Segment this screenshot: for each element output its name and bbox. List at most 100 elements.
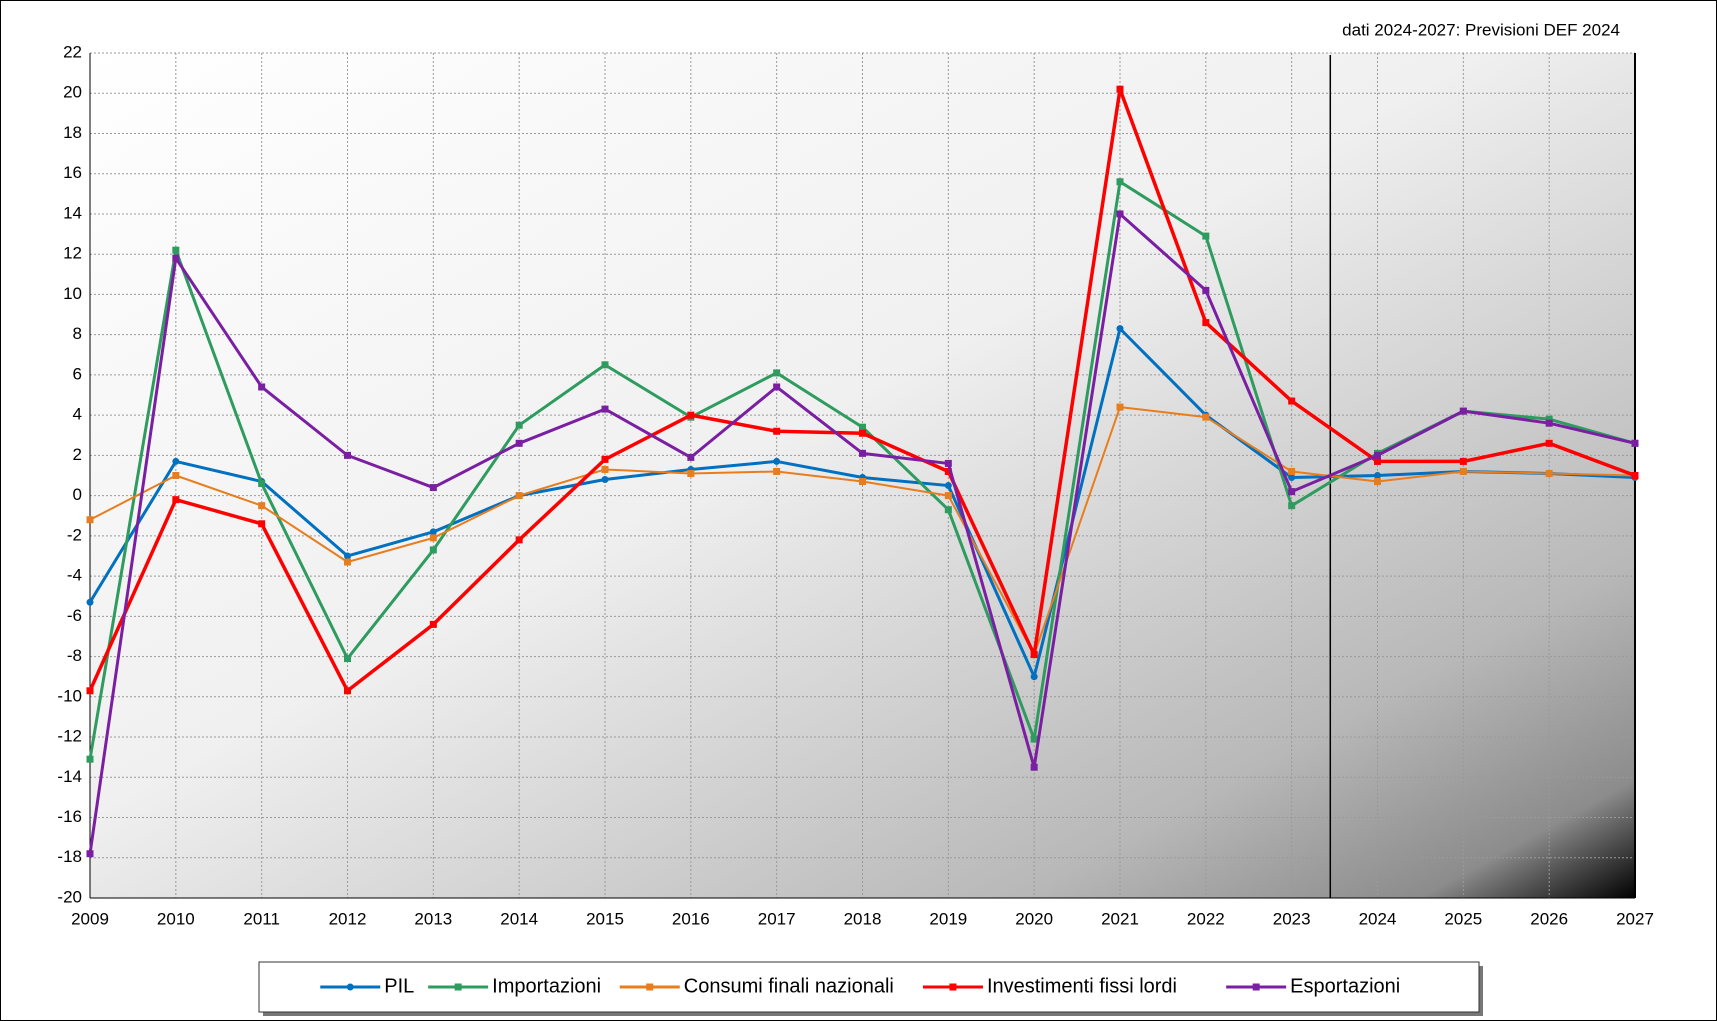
point: [515, 421, 523, 429]
point: [86, 755, 94, 763]
point: [344, 558, 351, 566]
point: [172, 246, 180, 254]
point: [944, 467, 952, 475]
point: [1030, 673, 1038, 681]
y-tick-label: -14: [57, 767, 82, 786]
point: [515, 492, 523, 500]
y-tick-label: 14: [63, 203, 82, 222]
point: [773, 457, 781, 465]
legend-label: Esportazioni: [1290, 975, 1400, 997]
point: [859, 423, 866, 431]
point: [344, 552, 351, 560]
y-tick-label: -20: [57, 887, 82, 906]
point: [172, 254, 180, 262]
point: [601, 455, 609, 463]
point: [515, 439, 523, 447]
point: [1374, 457, 1381, 465]
point: [1631, 439, 1639, 447]
point: [687, 469, 695, 477]
x-tick-label: 2022: [1187, 909, 1225, 928]
y-tick-label: 16: [63, 163, 82, 182]
y-tick-label: -6: [67, 606, 82, 625]
x-tick-label: 2018: [844, 909, 882, 928]
point: [1288, 474, 1296, 482]
x-tick-label: 2026: [1530, 909, 1568, 928]
y-tick-label: -18: [57, 847, 82, 866]
point: [1202, 286, 1210, 294]
y-tick-label: -4: [67, 566, 82, 585]
x-tick-label: 2024: [1359, 909, 1397, 928]
point: [1288, 467, 1296, 475]
point: [86, 598, 94, 606]
point: [1116, 210, 1124, 218]
y-tick-label: -16: [57, 807, 82, 826]
y-tick-label: 0: [73, 485, 82, 504]
point: [1545, 469, 1553, 477]
point: [172, 472, 180, 479]
legend-marker: [1252, 983, 1260, 991]
point: [1116, 178, 1124, 186]
point: [1288, 397, 1296, 405]
point: [258, 520, 266, 528]
point: [1374, 451, 1381, 459]
point: [1459, 467, 1467, 475]
annotation: dati 2024-2027: Previsioni DEF 2024: [1342, 20, 1620, 39]
point: [344, 655, 351, 663]
legend-label: Consumi finali nazionali: [684, 975, 894, 997]
point: [86, 687, 94, 695]
point: [601, 405, 609, 413]
point: [429, 528, 437, 536]
point: [258, 383, 266, 391]
point: [1545, 419, 1553, 427]
point: [1631, 472, 1639, 479]
point: [344, 687, 351, 695]
point: [944, 482, 952, 490]
legend-label: Importazioni: [492, 975, 601, 997]
x-tick-label: 2021: [1101, 909, 1139, 928]
point: [1030, 735, 1038, 743]
point: [859, 449, 866, 457]
point: [1116, 85, 1124, 93]
point: [172, 457, 180, 465]
point: [1545, 415, 1553, 423]
point: [429, 620, 437, 628]
point: [859, 478, 866, 486]
point: [944, 459, 952, 467]
y-tick-label: 2: [73, 445, 82, 464]
x-tick-label: 2027: [1616, 909, 1654, 928]
point: [515, 536, 523, 544]
point: [1288, 488, 1296, 496]
legend-label: Investimenti fissi lordi: [987, 975, 1177, 997]
x-tick-label: 2015: [586, 909, 624, 928]
point: [687, 411, 695, 419]
point: [944, 492, 952, 500]
x-tick-label: 2014: [500, 909, 538, 928]
legend-marker: [454, 983, 462, 991]
legend-marker: [346, 983, 354, 991]
y-tick-label: -12: [57, 727, 82, 746]
point: [859, 429, 866, 437]
y-tick-label: 10: [63, 284, 82, 303]
point: [429, 546, 437, 554]
point: [687, 453, 695, 461]
y-tick-label: 12: [63, 244, 82, 263]
point: [1030, 651, 1038, 659]
y-tick-label: 20: [63, 83, 82, 102]
y-tick-label: 22: [63, 42, 82, 61]
y-tick-label: 6: [73, 364, 82, 383]
y-tick-label: -8: [67, 646, 82, 665]
point: [86, 850, 94, 858]
point: [1374, 478, 1381, 486]
x-tick-label: 2010: [157, 909, 195, 928]
y-tick-label: -2: [67, 525, 82, 544]
point: [1030, 763, 1038, 771]
point: [1116, 325, 1124, 333]
point: [1202, 232, 1210, 240]
x-tick-label: 2016: [672, 909, 710, 928]
legend-marker: [949, 983, 957, 991]
point: [1288, 502, 1296, 510]
point: [258, 480, 266, 488]
point: [258, 502, 266, 510]
point: [429, 534, 437, 542]
